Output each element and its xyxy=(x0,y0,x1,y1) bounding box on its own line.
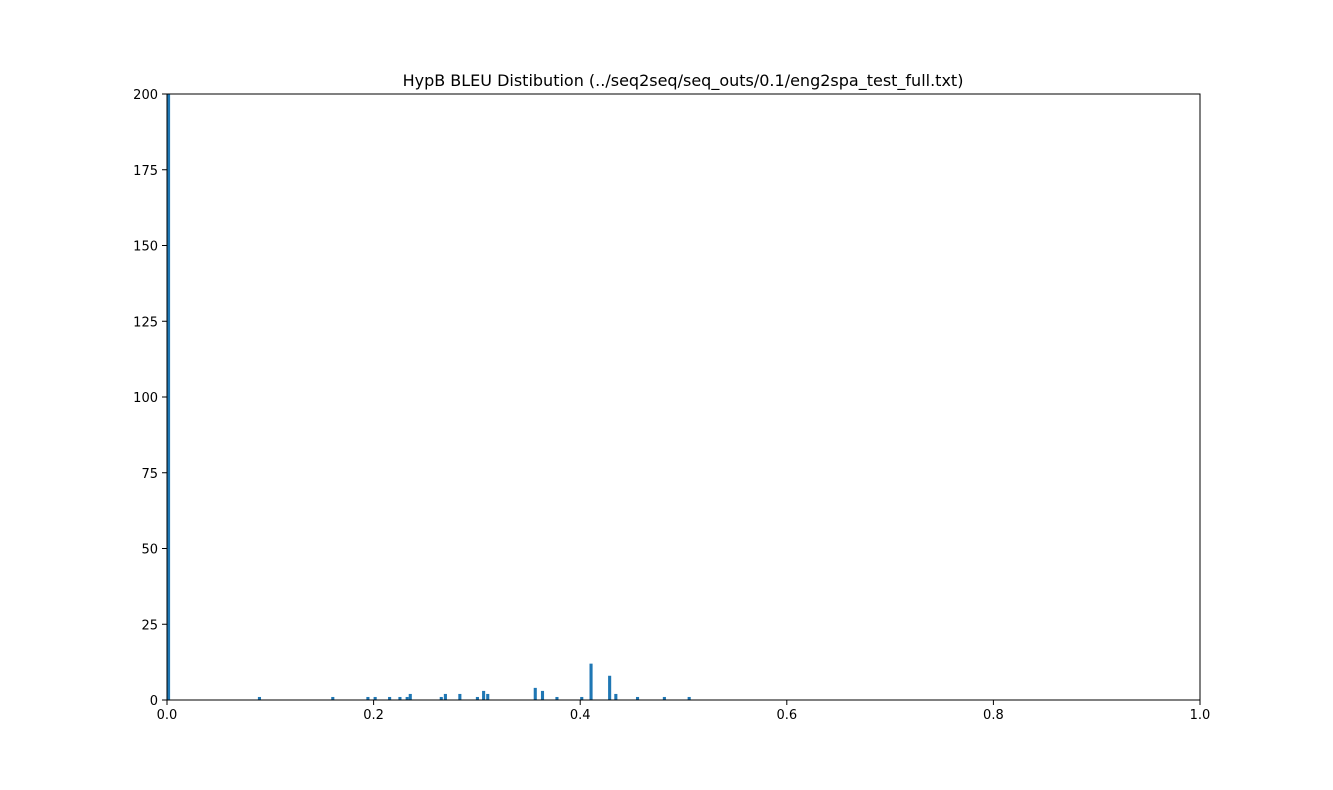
histogram-bar-20 xyxy=(608,675,612,700)
histogram-bar-18 xyxy=(580,696,584,700)
histogram-bar-5 xyxy=(388,696,392,700)
y-tick-label-3: 75 xyxy=(141,467,158,482)
chart-title: HypB BLEU Distibution (../seq2seq/seq_ou… xyxy=(403,71,964,91)
y-tick-label-7: 175 xyxy=(133,164,158,179)
histogram-bar-9 xyxy=(439,696,443,700)
x-tick-label-5: 1.0 xyxy=(1190,708,1211,723)
plot-frame xyxy=(166,93,1201,701)
y-tick-label-5: 125 xyxy=(133,315,158,330)
x-tick-label-4: 0.8 xyxy=(983,708,1004,723)
y-axis: 0 25 50 75 100 125 150 175 200 xyxy=(133,88,167,709)
histogram-bar-17 xyxy=(555,696,559,700)
histogram-bar-19 xyxy=(589,663,593,700)
histogram-bar-16 xyxy=(540,690,545,700)
histogram-bar-23 xyxy=(662,696,666,700)
x-tick-label-3: 0.6 xyxy=(776,708,797,723)
histogram-bar-0 xyxy=(167,94,171,700)
histogram-bar-2 xyxy=(331,696,335,700)
x-tick-label-1: 0.2 xyxy=(363,708,384,723)
histogram-bar-13 xyxy=(482,690,486,700)
y-tick-label-1: 25 xyxy=(141,618,158,633)
histogram-bar-24 xyxy=(687,696,691,700)
histogram-bar-1 xyxy=(257,696,262,700)
histogram-bar-8 xyxy=(408,693,412,700)
histogram-bar-12 xyxy=(475,696,479,700)
histogram-bar-3 xyxy=(366,696,370,700)
histogram-bar-15 xyxy=(533,687,537,700)
y-tick-label-6: 150 xyxy=(133,240,158,255)
y-tick-label-8: 200 xyxy=(133,88,158,103)
histogram-bar-22 xyxy=(635,696,640,700)
histogram-bar-4 xyxy=(373,696,377,700)
x-tick-label-0: 0.0 xyxy=(157,708,178,723)
x-axis: 0.0 0.2 0.4 0.6 0.8 1.0 xyxy=(157,700,1211,723)
histogram-bar-6 xyxy=(398,696,402,700)
histogram-bar-14 xyxy=(486,693,490,700)
histogram-bar-21 xyxy=(614,693,618,700)
histogram-bar-11 xyxy=(458,693,462,700)
y-tick-label-2: 50 xyxy=(141,543,158,558)
histogram-bar-10 xyxy=(443,693,447,700)
bars-layer xyxy=(167,94,691,700)
y-tick-label-4: 100 xyxy=(133,391,158,406)
histogram-bar-7 xyxy=(405,696,409,700)
x-tick-label-2: 0.4 xyxy=(570,708,591,723)
y-tick-label-0: 0 xyxy=(150,694,158,709)
